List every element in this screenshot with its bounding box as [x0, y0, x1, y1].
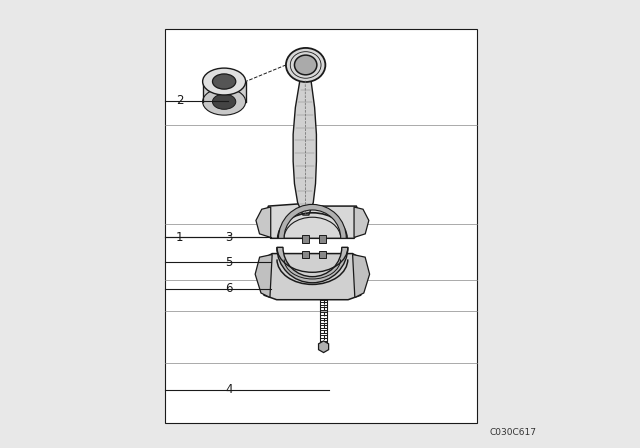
- Polygon shape: [203, 82, 246, 102]
- Ellipse shape: [203, 68, 246, 95]
- Polygon shape: [259, 254, 366, 300]
- Polygon shape: [255, 254, 272, 297]
- Polygon shape: [293, 81, 316, 215]
- Text: 1: 1: [176, 231, 183, 244]
- Text: 4: 4: [225, 383, 232, 396]
- Ellipse shape: [212, 94, 236, 109]
- Bar: [319, 251, 326, 258]
- Ellipse shape: [212, 74, 236, 89]
- Wedge shape: [277, 247, 348, 283]
- Ellipse shape: [294, 55, 317, 75]
- Polygon shape: [256, 207, 271, 237]
- Text: 3: 3: [225, 231, 232, 244]
- Ellipse shape: [203, 88, 246, 115]
- Bar: [319, 235, 326, 243]
- Polygon shape: [319, 341, 328, 353]
- Wedge shape: [278, 204, 346, 238]
- Polygon shape: [263, 203, 362, 238]
- Bar: [302, 251, 309, 258]
- Bar: [302, 235, 309, 243]
- Text: 6: 6: [225, 282, 232, 296]
- Ellipse shape: [286, 48, 325, 82]
- Text: 5: 5: [225, 255, 232, 269]
- Text: C030C617: C030C617: [489, 428, 536, 437]
- Polygon shape: [354, 207, 369, 237]
- Polygon shape: [353, 254, 370, 297]
- Text: 2: 2: [176, 94, 183, 108]
- Bar: [165, 29, 477, 423]
